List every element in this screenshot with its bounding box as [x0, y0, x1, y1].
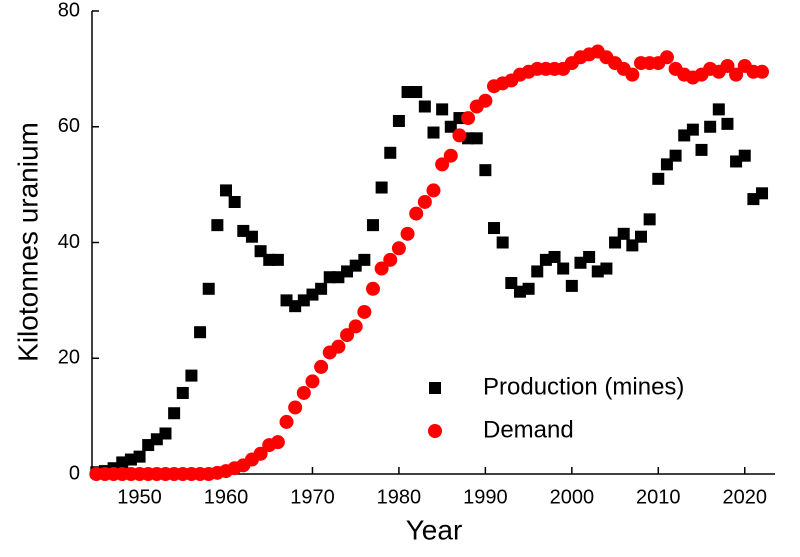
marker	[331, 339, 346, 354]
marker	[531, 265, 544, 278]
marker	[340, 328, 355, 343]
marker	[704, 120, 717, 133]
marker	[738, 149, 751, 162]
marker	[426, 183, 441, 198]
marker	[357, 304, 372, 319]
marker	[488, 222, 501, 235]
marker	[617, 227, 630, 240]
marker	[496, 236, 509, 249]
marker	[686, 123, 699, 136]
marker	[452, 128, 467, 143]
marker	[270, 435, 285, 450]
marker	[400, 226, 415, 241]
marker	[478, 93, 493, 108]
y-tick-label: 20	[58, 347, 80, 369]
marker	[436, 103, 449, 116]
marker	[427, 126, 440, 139]
marker	[418, 100, 431, 113]
marker	[383, 252, 398, 267]
y-tick-label: 0	[69, 462, 80, 484]
marker	[565, 279, 578, 292]
marker	[410, 86, 423, 99]
legend-marker	[428, 424, 442, 438]
marker	[391, 241, 406, 256]
marker	[220, 184, 233, 197]
marker	[721, 117, 734, 130]
marker	[194, 326, 207, 339]
marker	[695, 143, 708, 156]
marker	[435, 157, 450, 172]
marker	[583, 250, 596, 263]
marker	[358, 253, 371, 266]
marker	[522, 282, 535, 295]
y-axis-title: Kilotonnes uranium	[12, 122, 43, 362]
marker	[479, 164, 492, 177]
marker	[729, 67, 744, 82]
marker	[365, 281, 380, 296]
marker	[392, 114, 405, 127]
marker	[470, 132, 483, 145]
marker	[756, 187, 769, 200]
marker	[314, 359, 329, 374]
marker	[539, 253, 552, 266]
x-tick-label: 2000	[550, 486, 595, 508]
marker	[253, 446, 268, 461]
marker	[659, 50, 674, 65]
y-tick-label: 80	[58, 0, 80, 21]
marker	[366, 219, 379, 232]
marker	[315, 282, 328, 295]
marker	[279, 414, 294, 429]
y-tick-label: 60	[58, 115, 80, 137]
marker	[263, 253, 276, 266]
legend-text: Demand	[483, 416, 574, 443]
marker	[185, 369, 198, 382]
x-tick-label: 1970	[290, 486, 335, 508]
marker	[296, 385, 311, 400]
x-tick-label: 1980	[377, 486, 422, 508]
marker	[720, 58, 735, 73]
x-tick-label: 1960	[204, 486, 249, 508]
marker	[634, 230, 647, 243]
marker	[271, 253, 284, 266]
marker	[461, 111, 476, 126]
marker	[133, 450, 146, 463]
marker	[375, 181, 388, 194]
marker	[548, 250, 561, 263]
marker	[755, 64, 770, 79]
marker	[159, 427, 172, 440]
marker	[600, 262, 613, 275]
marker	[669, 149, 682, 162]
marker	[168, 407, 181, 420]
marker	[409, 206, 424, 221]
marker	[557, 262, 570, 275]
marker	[443, 148, 458, 163]
legend-marker	[429, 382, 441, 394]
legend-text: Production (mines)	[483, 373, 684, 400]
marker	[374, 261, 389, 276]
marker	[305, 374, 320, 389]
x-tick-label: 1950	[117, 486, 162, 508]
marker	[712, 103, 725, 116]
x-axis-title: Year	[406, 514, 463, 545]
marker	[384, 146, 397, 159]
marker	[202, 282, 215, 295]
marker	[348, 319, 363, 334]
marker	[625, 67, 640, 82]
x-tick-label: 2020	[722, 486, 767, 508]
x-tick-label: 2010	[636, 486, 681, 508]
marker	[288, 400, 303, 415]
y-tick-label: 40	[58, 231, 80, 253]
marker	[652, 172, 665, 185]
x-tick-label: 1990	[463, 486, 508, 508]
marker	[211, 219, 224, 232]
marker	[176, 386, 189, 399]
marker	[245, 230, 258, 243]
marker	[228, 195, 241, 208]
marker	[643, 213, 656, 226]
marker	[417, 194, 432, 209]
